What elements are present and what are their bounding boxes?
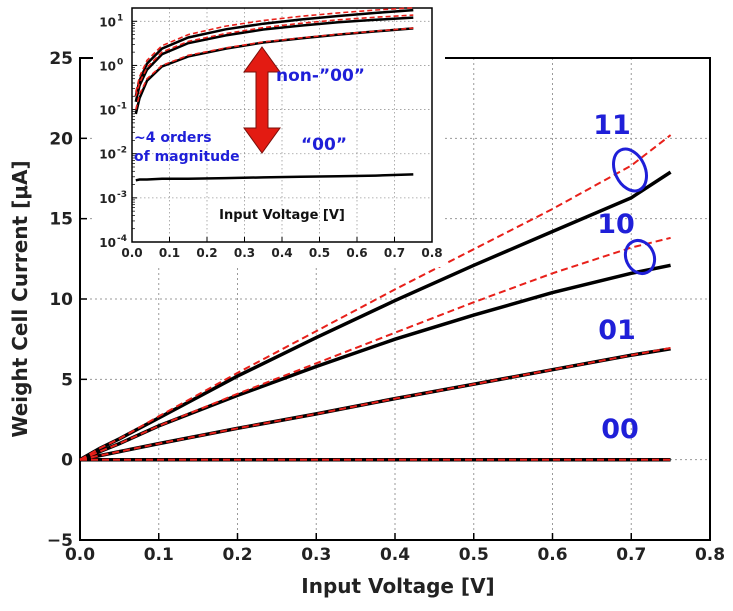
- inset-series-01-model: [135, 27, 414, 110]
- main-y-axis-label: Weight Cell Current [μA]: [8, 160, 32, 437]
- highlight-ellipse-11: [612, 147, 648, 193]
- state-label-11: 11: [593, 110, 631, 141]
- inset-y-tick-exponent: -3: [117, 190, 127, 200]
- state-label-10: 10: [597, 209, 635, 240]
- main-y-tick-label: −5: [47, 531, 73, 551]
- inset-x-tick-label: 0.8: [421, 246, 442, 260]
- state-label-00: 00: [601, 414, 639, 445]
- inset-y-tick-label: 10: [99, 148, 116, 162]
- magnitude-double-arrow: [243, 46, 281, 154]
- inset-y-tick-label: 10: [99, 104, 116, 118]
- inset-ticks: 0.0 0.1 0.2 0.3 0.4 0.5 0.6 0.7 0.810 -410 -310 -21…: [99, 13, 442, 260]
- inset-series-10-measured: [134, 16, 414, 103]
- inset-x-tick-label: 0.4: [271, 246, 292, 260]
- main-x-tick-label: 0.0: [65, 545, 95, 565]
- main-x-tick-label: 0.7: [616, 545, 646, 565]
- main-x-tick-label: 0.1: [144, 545, 174, 565]
- inset-series: [134, 7, 414, 182]
- inset-series-00-measured: [135, 173, 414, 182]
- main-x-tick-label: 0.6: [537, 545, 567, 565]
- orders-label-line1: ~4 orders: [134, 130, 212, 146]
- main-y-tick-label: 0: [61, 451, 73, 471]
- inset-x-tick-label: 0.0: [121, 246, 142, 260]
- non-00-label: non-”00”: [276, 66, 365, 86]
- inset-y-tick-exponent: -4: [117, 234, 127, 244]
- main-series-01-model: [79, 347, 671, 461]
- inset-series-01-measured: [134, 27, 414, 115]
- main-ticks: 0.0 0.1 0.2 0.3 0.4 0.5 0.6 0.7 0.8 −5 0 5 10 15 20 25: [47, 49, 725, 565]
- inset-series-11-model: [135, 7, 414, 93]
- main-y-tick-label: 15: [49, 210, 73, 230]
- inset-y-tick-label: 10: [99, 236, 116, 250]
- main-series-01-measured: [79, 347, 671, 462]
- state-label-01: 01: [598, 315, 636, 346]
- inset-x-tick-label: 0.2: [196, 246, 217, 260]
- inset-grid: [132, 8, 432, 242]
- inset-x-axis-label: Input Voltage [V]: [219, 208, 345, 223]
- inset-y-tick-exponent: -1: [117, 102, 127, 112]
- main-y-tick-label: 20: [49, 129, 73, 149]
- main-series-11-model: [79, 134, 672, 461]
- main-y-tick-label: 25: [49, 49, 73, 69]
- main-x-tick-label: 0.3: [301, 545, 331, 565]
- main-series-10-model: [79, 236, 671, 461]
- inset-y-tick-label: 10: [99, 192, 116, 206]
- inset-x-tick-label: 0.3: [234, 246, 255, 260]
- highlight-ellipse-10: [623, 238, 657, 276]
- inset-y-tick-label: 10: [99, 15, 116, 29]
- main-x-tick-label: 0.4: [380, 545, 410, 565]
- orders-label-line2: of magnitude: [134, 149, 240, 165]
- main-y-tick-label: 10: [49, 290, 73, 310]
- inset-x-tick-label: 0.1: [159, 246, 180, 260]
- inset-series-10-model: [135, 14, 414, 97]
- inset-x-tick-label: 0.6: [346, 246, 367, 260]
- inset-y-tick-exponent: -2: [117, 146, 127, 156]
- main-x-axis-label: Input Voltage [V]: [301, 574, 494, 598]
- inset-y-tick-exponent: 1: [117, 13, 123, 23]
- main-series: [79, 134, 672, 462]
- inset-x-tick-label: 0.5: [309, 246, 330, 260]
- quoted-00-label: “00”: [301, 135, 347, 155]
- main-x-tick-label: 0.2: [222, 545, 252, 565]
- inset-y-tick-exponent: 0: [117, 57, 123, 67]
- inset-x-tick-label: 0.7: [384, 246, 405, 260]
- inset-y-tick-label: 10: [99, 59, 116, 73]
- main-x-tick-label: 0.8: [695, 545, 725, 565]
- main-x-tick-label: 0.5: [459, 545, 489, 565]
- inset-series-11-measured: [134, 8, 414, 97]
- main-y-tick-label: 5: [61, 370, 73, 390]
